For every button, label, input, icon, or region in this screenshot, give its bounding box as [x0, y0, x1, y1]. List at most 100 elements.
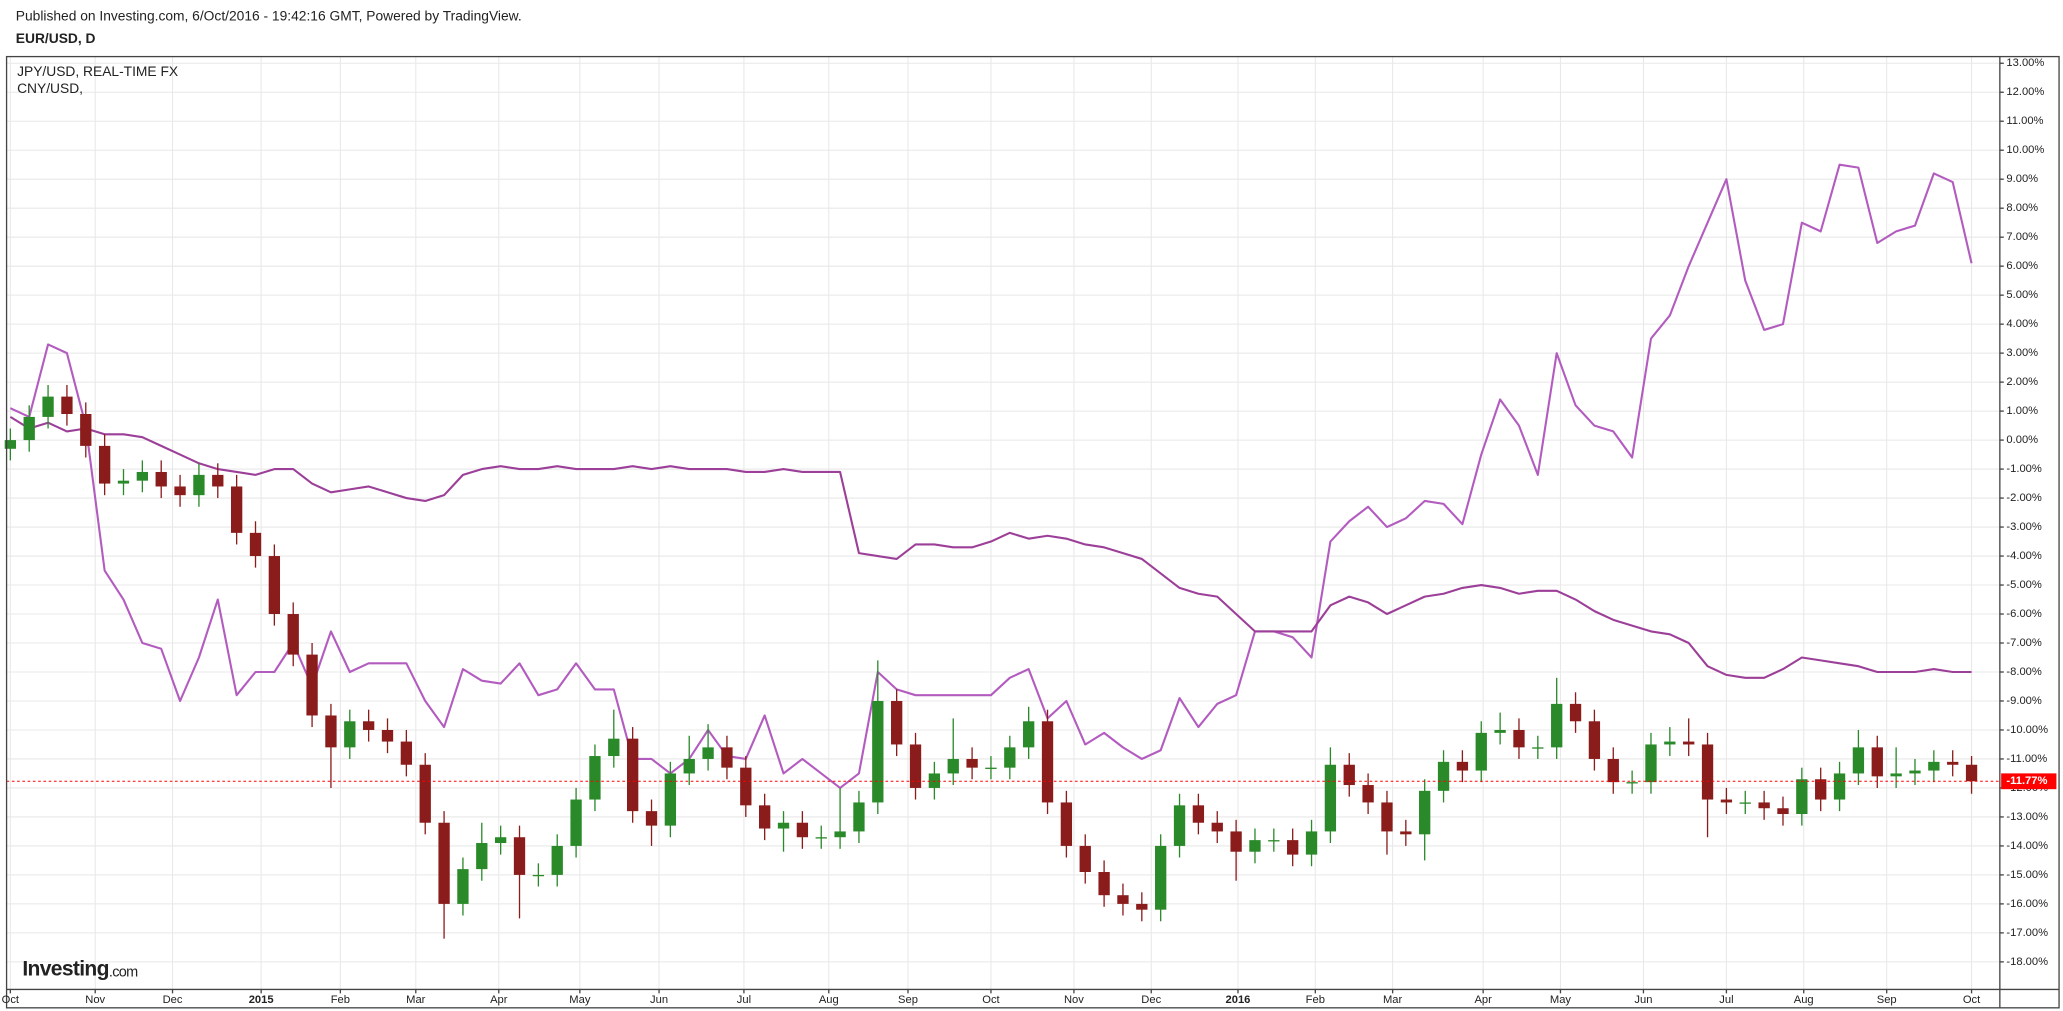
y-tick-label: 1.00%: [2006, 405, 2038, 417]
candle-body: [1060, 802, 1073, 846]
candle-body: [1664, 741, 1676, 745]
candle-body: [98, 445, 111, 484]
candle-body: [1852, 747, 1865, 774]
x-tick-label: Aug: [819, 994, 839, 1006]
candle-body: [155, 471, 167, 487]
candle-body: [306, 654, 318, 716]
candle-body: [966, 758, 978, 768]
candle-body: [494, 837, 507, 844]
candle-body: [1513, 729, 1525, 748]
last-value-label: -11.77%: [2006, 775, 2047, 787]
x-tick-label: Dec: [1141, 994, 1161, 1006]
candle-body: [117, 480, 130, 484]
plot-marks: [4, 163, 2000, 939]
candle-body: [1343, 764, 1355, 786]
y-tick-label: -2.00%: [2006, 492, 2041, 504]
candle-body: [1928, 761, 1940, 771]
candle-body: [1230, 831, 1242, 852]
candle-body: [1796, 779, 1808, 815]
candle-body: [174, 486, 186, 496]
y-tick-label: 2.00%: [2006, 376, 2038, 388]
candle-body: [212, 474, 224, 487]
y-tick-label: -5.00%: [2006, 579, 2041, 591]
x-tick-label: Nov: [1064, 994, 1084, 1006]
candle-body: [626, 738, 639, 812]
candle-body: [608, 738, 620, 757]
y-tick-label: -17.00%: [2006, 927, 2048, 939]
candle-body: [947, 758, 959, 774]
candle-body: [740, 767, 752, 806]
y-tick-label: -13.00%: [2006, 811, 2048, 823]
candle-body: [344, 721, 356, 748]
candle-body: [532, 874, 545, 877]
y-tick-label: 13.00%: [2006, 57, 2044, 69]
published-note: Published on Investing.com, 6/Oct/2016 -…: [16, 8, 522, 24]
candle-body: [1098, 872, 1110, 896]
x-tick-label: Oct: [2, 994, 20, 1006]
candle-body: [1607, 758, 1619, 783]
candle-body: [381, 729, 394, 742]
candle-body: [362, 721, 375, 730]
x-tick-label: Jun: [650, 994, 668, 1006]
candle-body: [1683, 741, 1695, 745]
y-tick-label: 5.00%: [2006, 289, 2038, 301]
candle-body: [759, 805, 771, 829]
y-tick-label: 4.00%: [2006, 318, 2038, 330]
line-series: [9, 163, 1973, 790]
candle-body: [1419, 790, 1431, 835]
y-tick-label: 12.00%: [2006, 86, 2044, 98]
y-tick-label: -18.00%: [2006, 956, 2048, 968]
x-tick-label: May: [1550, 994, 1572, 1006]
candle-body: [1626, 782, 1638, 784]
candle-body: [1173, 805, 1186, 846]
candle-body: [1192, 805, 1205, 823]
candle-body: [1645, 744, 1657, 783]
candle-body: [834, 831, 846, 838]
candle-body: [1004, 747, 1016, 768]
logo-name: Investing: [22, 957, 108, 980]
candle-body: [1249, 840, 1261, 852]
candle-body: [457, 869, 469, 904]
x-tick-label: 2016: [1226, 994, 1251, 1006]
y-tick-label: -6.00%: [2006, 608, 2041, 620]
candle-body: [1815, 779, 1827, 800]
candle-body: [1720, 799, 1733, 803]
candle-body: [42, 396, 54, 417]
candle-body: [249, 532, 262, 557]
x-tick-label: Oct: [1963, 994, 1981, 1006]
logo: Investing.com: [22, 957, 138, 980]
y-tick-label: -1.00%: [2006, 463, 2041, 475]
candle-body: [853, 802, 865, 832]
candle-body: [287, 614, 299, 655]
candle-body: [61, 396, 73, 415]
candle-body: [1211, 822, 1223, 832]
x-tick-label: Apr: [1474, 994, 1492, 1006]
candle-body: [1305, 831, 1318, 855]
candle-body: [1909, 770, 1921, 774]
y-tick-label: -4.00%: [2006, 550, 2041, 562]
x-tick-label: Jul: [1719, 994, 1733, 1006]
x-tick-label: Oct: [982, 994, 1000, 1006]
candle-body: [1965, 764, 1978, 782]
candle-body: [268, 556, 281, 615]
candle-body: [1041, 721, 1054, 803]
candle-body: [551, 845, 563, 875]
x-tick-label: 2015: [249, 994, 274, 1006]
candle-body: [1551, 703, 1563, 748]
candle-body: [1532, 747, 1544, 749]
candle-body: [1569, 703, 1582, 722]
last-value-badge: [2001, 773, 2057, 790]
x-tick-label: Jul: [737, 994, 751, 1006]
candle-body: [1136, 903, 1148, 910]
candle-body: [702, 747, 714, 759]
candle-body: [872, 700, 884, 803]
candle-body: [1437, 761, 1450, 791]
candle-body: [589, 756, 601, 800]
candle-body: [1400, 831, 1412, 835]
candle-body: [1701, 744, 1714, 800]
candle-body: [438, 822, 450, 904]
candle-body: [1494, 729, 1506, 733]
